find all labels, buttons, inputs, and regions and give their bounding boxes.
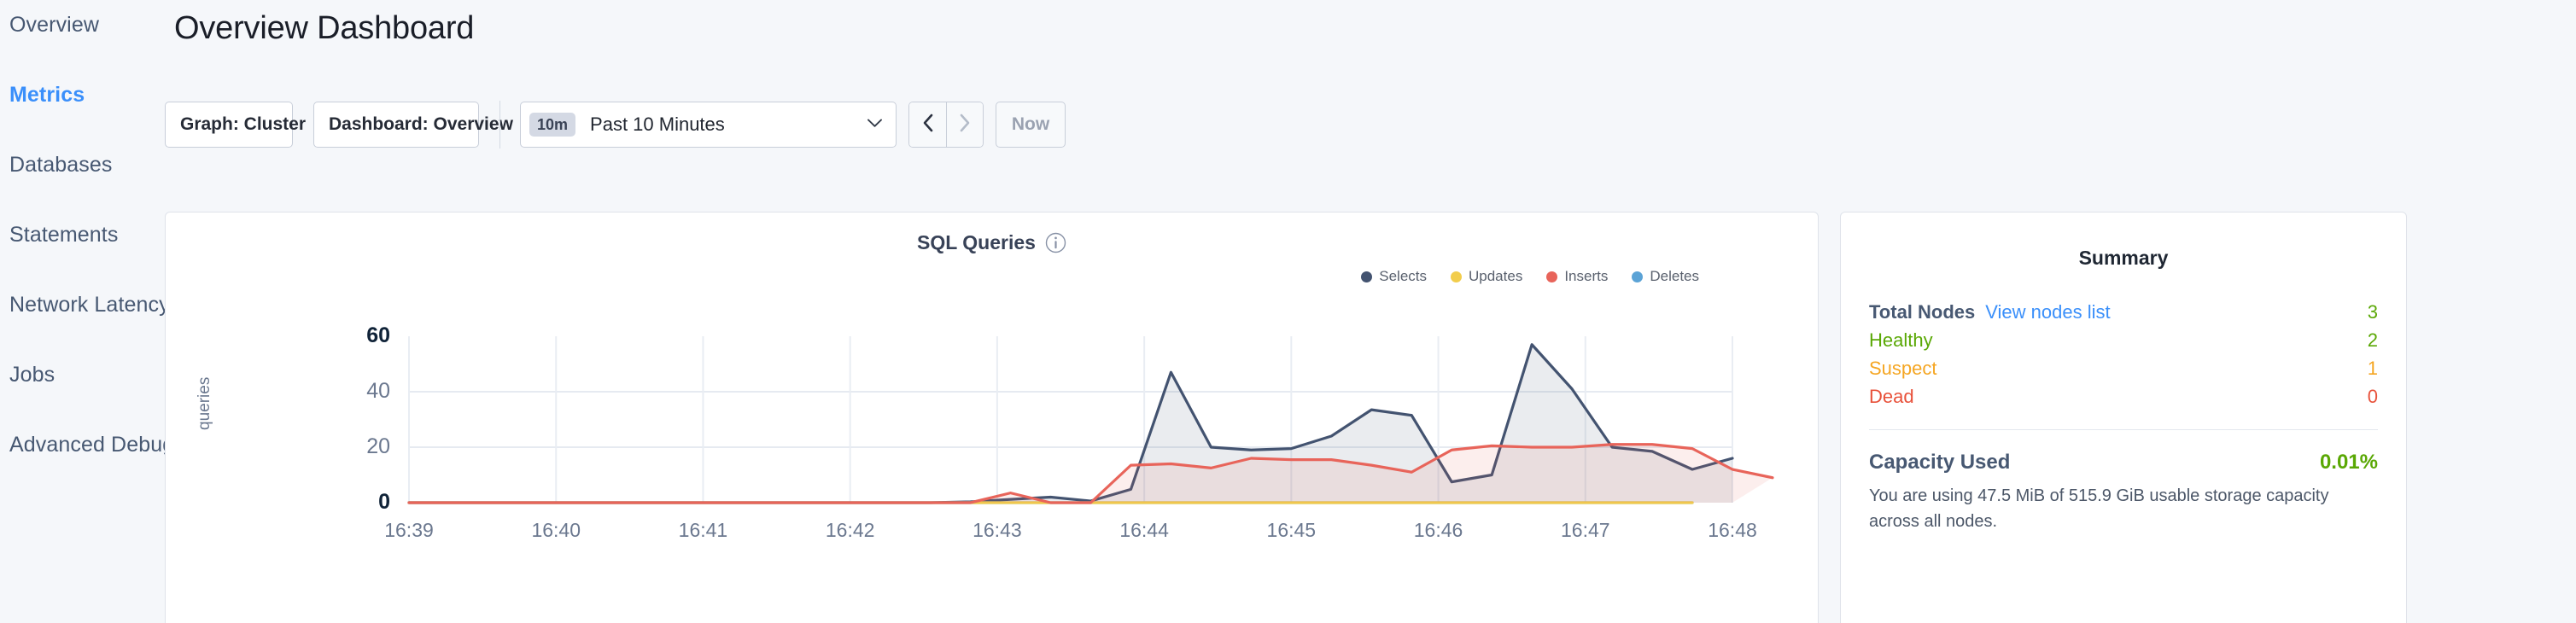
- legend-dot-selects: [1361, 271, 1373, 282]
- chevron-down-icon: [867, 117, 882, 132]
- main-content: Overview Dashboard Graph: Cluster Dashbo…: [165, 0, 2576, 623]
- svg-text:16:47: 16:47: [1561, 519, 1610, 541]
- sidebar-item-metrics[interactable]: Metrics: [0, 82, 165, 152]
- sql-queries-chart-card: SQL Queries Selects Updates: [165, 212, 1819, 623]
- summary-divider: [1869, 429, 2378, 430]
- chart-legend: Selects Updates Inserts Deletes: [1361, 268, 1699, 285]
- sidebar-item-statements[interactable]: Statements: [0, 222, 165, 292]
- now-button[interactable]: Now: [996, 102, 1066, 148]
- sidebar-item-label: Databases: [9, 153, 113, 177]
- sidebar: Overview Metrics Databases Statements Ne…: [0, 0, 174, 623]
- sidebar-item-label: Overview: [9, 13, 99, 37]
- sidebar-item-jobs[interactable]: Jobs: [0, 362, 165, 432]
- svg-text:16:42: 16:42: [826, 519, 875, 541]
- time-nav-group: [908, 102, 984, 148]
- total-nodes-value: 3: [2367, 301, 2378, 323]
- svg-text:16:41: 16:41: [679, 519, 728, 541]
- graph-select[interactable]: Graph: Cluster: [165, 102, 335, 148]
- summary-row-capacity: Capacity Used 0.01%: [1869, 451, 2378, 475]
- summary-card: Summary Total Nodes View nodes list 3 He…: [1840, 212, 2407, 623]
- time-next-button[interactable]: [946, 102, 983, 147]
- time-prev-button[interactable]: [909, 102, 946, 147]
- capacity-used-label: Capacity Used: [1869, 451, 2011, 474]
- legend-label-updates: Updates: [1469, 268, 1523, 284]
- legend-label-deletes: Deletes: [1650, 268, 1699, 284]
- time-range-badge: 10m: [529, 113, 576, 137]
- sidebar-item-databases[interactable]: Databases: [0, 152, 165, 222]
- sidebar-item-overview[interactable]: Overview: [0, 12, 165, 82]
- capacity-description: You are using 47.5 MiB of 515.9 GiB usab…: [1869, 486, 2329, 531]
- toolbar-divider: [499, 101, 500, 148]
- chevron-left-icon: [922, 114, 934, 137]
- svg-text:40: 40: [366, 379, 390, 403]
- time-range-select[interactable]: 10m Past 10 Minutes: [520, 102, 897, 148]
- sidebar-item-label: Jobs: [9, 363, 55, 387]
- chevron-right-icon: [959, 114, 971, 137]
- legend-item-selects[interactable]: Selects: [1361, 268, 1427, 285]
- dashboard-select[interactable]: Dashboard: Overview: [313, 102, 542, 148]
- chart-plot-area[interactable]: 0 20 40 60 16:39 16:40 16:41 16:42 16:43 16:44 16:…: [166, 213, 1818, 623]
- svg-text:16:45: 16:45: [1267, 519, 1317, 541]
- summary-title: Summary: [2078, 247, 2169, 269]
- svg-text:20: 20: [366, 434, 390, 458]
- dashboard-toolbar: Graph: Cluster Dashboard: Overview 10m P…: [165, 101, 1066, 148]
- sidebar-item-label: Metrics: [9, 83, 85, 107]
- legend-label-inserts: Inserts: [1564, 268, 1609, 284]
- summary-body: Total Nodes View nodes list 3 Healthy 2 …: [1841, 298, 2406, 534]
- svg-text:16:43: 16:43: [973, 519, 1022, 541]
- legend-label-selects: Selects: [1379, 268, 1427, 284]
- svg-text:0: 0: [378, 490, 390, 514]
- capacity-used-value: 0.01%: [2319, 451, 2378, 474]
- legend-dot-updates: [1451, 271, 1462, 282]
- total-nodes-label: Total Nodes: [1869, 301, 1976, 323]
- svg-text:60: 60: [366, 323, 390, 347]
- graph-select-label: Graph: Cluster: [180, 114, 307, 134]
- svg-text:16:44: 16:44: [1119, 519, 1169, 541]
- legend-dot-inserts: [1546, 271, 1558, 282]
- chart-title: SQL Queries: [917, 231, 1036, 253]
- suspect-label: Suspect: [1869, 358, 1937, 379]
- legend-item-updates[interactable]: Updates: [1451, 268, 1522, 285]
- legend-dot-deletes: [1632, 271, 1644, 282]
- sidebar-item-network-latency[interactable]: Network Latency: [0, 292, 170, 362]
- summary-row-total-nodes: Total Nodes View nodes list 3: [1869, 298, 2378, 326]
- suspect-value: 1: [2367, 358, 2378, 379]
- page-title: Overview Dashboard: [174, 10, 475, 46]
- svg-text:16:46: 16:46: [1414, 519, 1463, 541]
- dead-value: 0: [2367, 386, 2378, 407]
- healthy-value: 2: [2367, 329, 2378, 351]
- sidebar-item-advanced-debug[interactable]: Advanced Debug: [0, 432, 174, 502]
- summary-row-suspect: Suspect 1: [1869, 354, 2378, 382]
- svg-text:16:40: 16:40: [531, 519, 581, 541]
- view-nodes-list-link[interactable]: View nodes list: [1985, 301, 2111, 323]
- summary-row-dead: Dead 0: [1869, 382, 2378, 410]
- sidebar-item-label: Advanced Debug: [9, 433, 175, 457]
- svg-text:16:39: 16:39: [384, 519, 434, 541]
- time-range-label: Past 10 Minutes: [590, 114, 725, 135]
- chart-svg: 0 20 40 60 16:39 16:40 16:41 16:42 16:43 16:44 16:…: [366, 323, 1774, 541]
- dead-label: Dead: [1869, 386, 1914, 407]
- summary-row-healthy: Healthy 2: [1869, 326, 2378, 354]
- legend-item-inserts[interactable]: Inserts: [1546, 268, 1608, 285]
- svg-text:16:48: 16:48: [1708, 519, 1757, 541]
- sidebar-item-label: Statements: [9, 223, 119, 247]
- sidebar-item-label: Network Latency: [9, 293, 170, 317]
- dashboard-select-label: Dashboard: Overview: [329, 114, 513, 134]
- chart-title-row: SQL Queries: [166, 231, 1818, 254]
- now-button-label: Now: [1011, 114, 1050, 134]
- healthy-label: Healthy: [1869, 329, 1933, 351]
- info-icon[interactable]: [1045, 232, 1066, 253]
- legend-item-deletes[interactable]: Deletes: [1632, 268, 1699, 285]
